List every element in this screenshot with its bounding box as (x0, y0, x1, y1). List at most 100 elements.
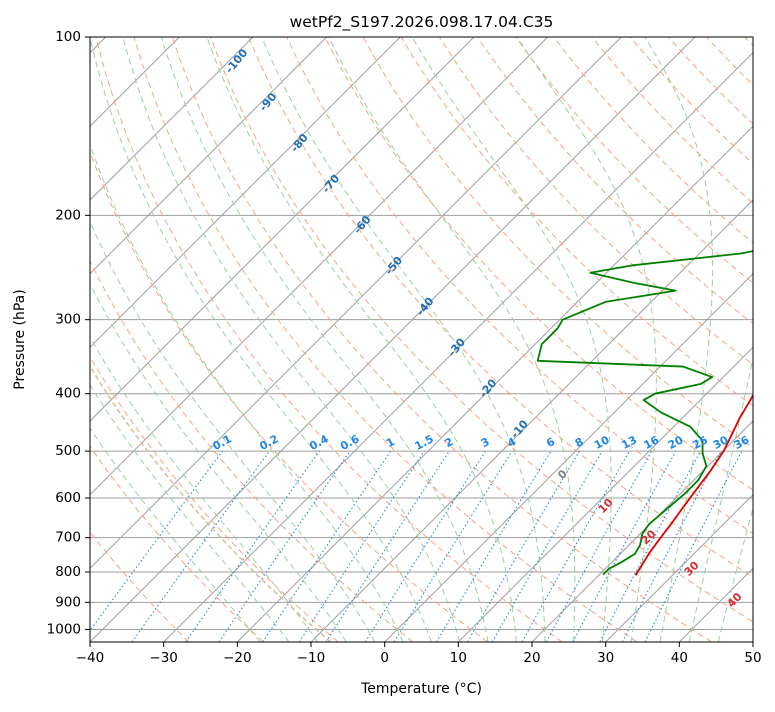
dewpoint-profile-line (536, 250, 753, 576)
isotherm-line (90, 37, 254, 201)
mixing-ratio-label: 13 (619, 433, 639, 452)
dry-adiabat-label: -50 (382, 254, 405, 278)
moist-adiabat-line (90, 37, 432, 642)
mixing-ratio-line (298, 450, 425, 642)
mixing-ratio-line (644, 450, 743, 642)
y-tick-label: 700 (55, 530, 81, 546)
mixing-ratio-line (364, 450, 486, 642)
moist-adiabat-line (644, 37, 714, 642)
dry-adiabat-line (743, 37, 753, 47)
isotherm-line (163, 51, 753, 642)
moist-adiabat-line (90, 427, 261, 642)
y-tick-label: 500 (55, 443, 81, 459)
chart-title: wetPf2_S197.2026.098.17.04.C35 (290, 13, 554, 32)
isotherm-line (384, 272, 753, 642)
mixing-ratio-label: 2 (443, 435, 456, 450)
isotherm-line (236, 125, 753, 642)
y-tick-label: 300 (55, 312, 81, 328)
dry-adiabat-label: -20 (477, 376, 500, 400)
dry-adiabat-line (209, 37, 753, 623)
x-tick-label: 40 (671, 650, 688, 666)
dry-adiabat-line (95, 37, 563, 642)
moist-adiabat-line (90, 282, 347, 642)
isotherm-line (310, 199, 753, 642)
moist-adiabat-line (516, 37, 657, 642)
moist-adiabat-line (206, 37, 517, 642)
moist-adiabat-line (160, 37, 489, 642)
dry-adiabat-line (90, 356, 339, 642)
mixing-ratio-label: 16 (642, 433, 662, 452)
moist-adiabat-label: 10 (596, 496, 616, 516)
dry-adiabat-label: -80 (288, 131, 311, 155)
isotherm-line (752, 641, 753, 642)
dry-adiabat-line (171, 37, 712, 642)
isotherm-line (678, 567, 753, 642)
reference-line-labels: -100-90-80-70-60-50-40-30-20-100.1 0.2 0.4… (211, 46, 752, 610)
isotherm-line (90, 37, 328, 275)
dry-adiabat-line (553, 37, 753, 244)
mixing-ratio-label: 1 (384, 435, 397, 450)
mixing-ratio-label: 25 (690, 433, 710, 452)
mixing-ratio-line (90, 450, 223, 632)
isotherm-line (90, 37, 549, 496)
axes: −40 −30 −20 −10 0 10 20 30 40 5010020030040050060… (47, 29, 762, 666)
dry-adiabat-line (248, 37, 753, 578)
y-tick-label: 100 (55, 29, 81, 45)
moist-adiabat-line (717, 506, 753, 642)
dry-adiabat-line (591, 37, 753, 204)
moist-adiabat-line (90, 220, 376, 642)
dry-adiabat-label: -70 (320, 172, 343, 196)
x-tick-label: −10 (297, 650, 326, 666)
moist-adiabat-line (90, 383, 290, 642)
mixing-ratio-label: 0.1 (211, 432, 234, 453)
grid-layer (90, 37, 753, 642)
mixing-ratio-line (521, 450, 630, 642)
y-tick-label: 600 (55, 490, 81, 506)
dry-adiabat-line (476, 37, 753, 325)
dry-adiabat-line (90, 531, 190, 642)
mixing-ratio-line (545, 450, 653, 642)
moist-adiabat-label: 30 (682, 559, 702, 579)
dry-adiabat-line (705, 37, 753, 86)
mixing-ratio-line (262, 450, 392, 642)
x-tick-label: 0 (380, 650, 389, 666)
mixing-ratio-line (218, 450, 351, 642)
mixing-ratio-label: 3 (479, 435, 492, 450)
y-tick-label: 400 (55, 386, 81, 402)
x-tick-label: −30 (149, 650, 178, 666)
isotherm-line (605, 493, 753, 642)
x-tick-label: 50 (744, 650, 761, 666)
mixing-ratio-label: 1.5 (413, 432, 436, 453)
dry-adiabat-line (629, 37, 753, 165)
moist-adiabat-line (90, 336, 319, 642)
x-tick-label: −20 (223, 650, 252, 666)
isotherm-line (90, 37, 622, 570)
moist-adiabat-line (90, 143, 404, 642)
mixing-ratio-label: 36 (732, 433, 752, 452)
mixing-ratio-label: 0.2 (257, 432, 280, 453)
x-tick-label: −40 (76, 650, 105, 666)
x-tick-label: 10 (450, 650, 467, 666)
mixing-ratio-line (131, 450, 270, 642)
isotherm-line (531, 420, 753, 642)
dry-adiabat-line (133, 37, 638, 642)
isotherm-line (90, 37, 401, 349)
mixing-ratio-label: 30 (711, 433, 731, 452)
dry-adiabat-line (286, 37, 753, 534)
dry-adiabat-line (90, 445, 264, 642)
y-tick-label: 800 (55, 564, 81, 580)
x-axis-label: Temperature (°C) (360, 681, 482, 697)
mixing-ratio-label: 20 (666, 433, 686, 452)
series-layer (536, 250, 753, 576)
mixing-ratio-line (185, 450, 320, 642)
dry-adiabat-label: -90 (257, 90, 280, 114)
y-axis-label: Pressure (hPa) (12, 289, 28, 389)
moist-adiabat-line (411, 37, 612, 642)
dry-adiabat-line (667, 37, 753, 125)
plot-frame (89, 36, 754, 643)
mixing-ratio-label: 0.6 (338, 432, 362, 453)
dry-adiabat-line (515, 37, 753, 284)
mixing-ratio-label: 10 (592, 433, 612, 452)
